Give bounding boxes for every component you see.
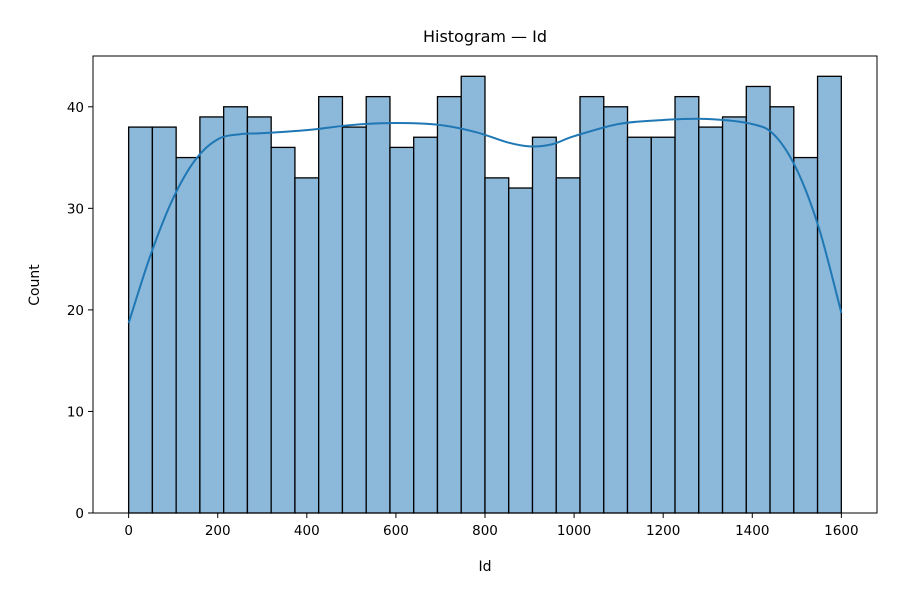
histogram-bar	[460, 75, 486, 514]
histogram-bar	[341, 126, 367, 514]
histogram-bar	[151, 126, 177, 514]
histogram-bar	[270, 146, 296, 514]
histogram-bar	[199, 116, 225, 514]
x-tick-label: 600	[383, 523, 409, 539]
x-tick-label: 1000	[557, 523, 591, 539]
y-axis-ticks: 0 10 20 30 40	[67, 100, 93, 522]
x-tick-label: 200	[205, 523, 231, 539]
histogram-bar	[745, 85, 771, 514]
histogram-bar	[484, 177, 510, 514]
histogram-bar	[127, 126, 154, 514]
x-tick-label: 1400	[735, 523, 769, 539]
y-tick-label: 20	[67, 303, 84, 319]
y-tick-label: 30	[67, 201, 84, 217]
histogram-bar	[318, 95, 344, 514]
histogram-bar	[413, 136, 439, 514]
y-tick-label: 40	[67, 100, 84, 116]
x-tick-label: 0	[124, 523, 133, 539]
histogram-bar	[294, 177, 320, 514]
x-tick-label: 800	[472, 523, 498, 539]
histogram-bar	[223, 106, 249, 514]
histogram-bar	[389, 146, 415, 514]
histogram-bar	[816, 75, 842, 514]
histogram-bar	[698, 126, 724, 514]
x-tick-label: 1200	[646, 523, 680, 539]
histogram-bar	[769, 106, 795, 514]
histogram-bar	[175, 156, 201, 514]
x-axis-ticks: 0 200 400 600 800 1000 1200 1400 1600	[124, 513, 859, 539]
y-tick-label: 10	[67, 404, 84, 420]
histogram-bar	[626, 136, 652, 514]
histogram-bar	[555, 177, 581, 514]
histogram-bar	[579, 95, 605, 514]
kde-curve	[127, 117, 843, 324]
x-axis-label: Id	[478, 559, 491, 575]
histogram-bar	[246, 116, 272, 514]
histogram-bar	[365, 95, 391, 514]
chart-title: Histogram — Id	[423, 27, 547, 46]
x-tick-label: 1600	[824, 523, 858, 539]
histogram-bar	[436, 95, 462, 514]
histogram-bars	[127, 75, 842, 514]
x-tick-label: 400	[294, 523, 320, 539]
histogram-bar	[674, 95, 700, 514]
histogram-bar	[721, 116, 747, 514]
y-axis-label: Count	[27, 264, 43, 306]
histogram-bar	[531, 136, 557, 514]
histogram-bar	[603, 106, 629, 514]
histogram-bar	[650, 136, 676, 514]
histogram-bar	[508, 187, 534, 514]
y-tick-label: 0	[75, 506, 84, 522]
